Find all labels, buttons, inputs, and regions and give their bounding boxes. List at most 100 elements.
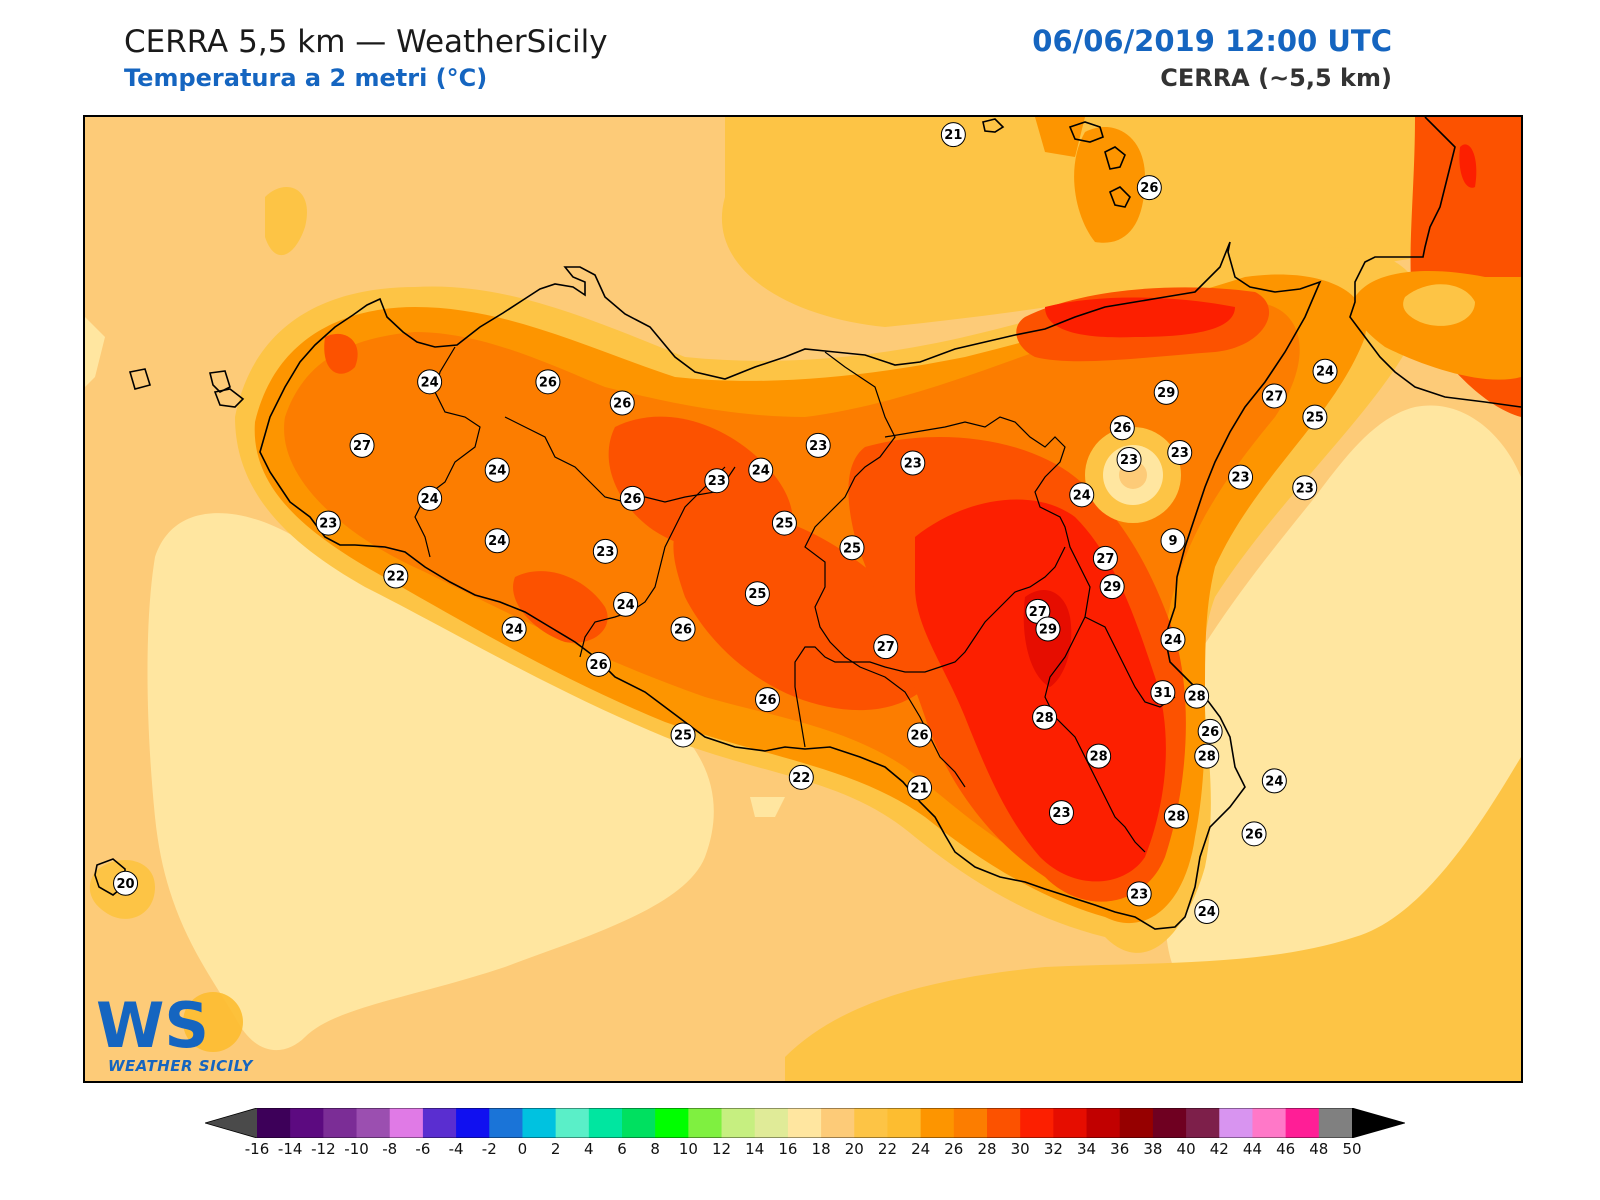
colorbar-segment xyxy=(1020,1108,1054,1138)
colorbar-segment xyxy=(422,1108,457,1138)
land-band-30 xyxy=(1045,297,1235,338)
colorbar-segment xyxy=(555,1108,590,1138)
colorbar-tick-label: -14 xyxy=(277,1140,303,1158)
station-marker: 24 xyxy=(417,369,443,395)
station-circle xyxy=(839,535,865,561)
colorbar-tick-label: 24 xyxy=(911,1140,931,1158)
station-circle xyxy=(417,485,443,511)
colorbar-segment xyxy=(1285,1108,1320,1138)
station-value: 26 xyxy=(539,375,557,390)
station-value: 26 xyxy=(1140,181,1158,196)
station-marker: 27 xyxy=(349,432,375,458)
station-value: 24 xyxy=(752,464,770,479)
station-value: 24 xyxy=(421,375,439,390)
colorbar-segment xyxy=(456,1108,490,1138)
colorbar-tick-label: 18 xyxy=(811,1140,831,1158)
colorbar-tick-label: 22 xyxy=(877,1140,897,1158)
station-marker: 23 xyxy=(1228,464,1254,490)
province-border xyxy=(884,416,1146,853)
station-marker: 25 xyxy=(744,581,770,607)
station-value: 29 xyxy=(1103,580,1121,595)
station-circle xyxy=(744,581,770,607)
ws-logo-icon: WS xyxy=(96,989,243,1062)
station-marker: 23 xyxy=(900,450,926,476)
station-circle xyxy=(417,369,443,395)
province-border xyxy=(794,546,1066,748)
station-marker: 23 xyxy=(704,468,730,494)
colorbar-tick-label: 30 xyxy=(1010,1140,1030,1158)
station-circle xyxy=(670,616,696,642)
station-value: 23 xyxy=(319,517,337,532)
colorbar-tick-label: 32 xyxy=(1043,1140,1063,1158)
weather-sicily-logo: WS xyxy=(96,985,256,1075)
station-circle xyxy=(907,775,933,801)
vulcano-island xyxy=(1108,186,1131,208)
colorbar-segment xyxy=(257,1108,291,1138)
station-circle xyxy=(788,764,814,790)
station-value: 21 xyxy=(944,128,962,143)
station-marker: 26 xyxy=(1197,718,1223,744)
colorbar-tick-label: -12 xyxy=(311,1140,336,1158)
province-borders xyxy=(414,346,1176,853)
station-marker: 28 xyxy=(1086,743,1112,769)
station-value: 23 xyxy=(1130,887,1148,902)
colorbar-tick-label: -10 xyxy=(344,1140,369,1158)
station-circle xyxy=(1160,528,1186,554)
station-circle xyxy=(592,538,618,564)
colorbar-segment xyxy=(987,1108,1021,1138)
station-marker: 24 xyxy=(484,457,510,483)
station-circle xyxy=(1197,718,1223,744)
logo-caption: WEATHER SICILY xyxy=(108,1057,253,1075)
station-circle xyxy=(535,369,561,395)
station-circle xyxy=(1153,379,1179,405)
colorbar-scale xyxy=(203,1107,1407,1139)
station-circle xyxy=(1302,404,1328,430)
station-marker: 23 xyxy=(1116,447,1142,473)
station-marker: 27 xyxy=(873,634,899,660)
station-marker: 23 xyxy=(1167,439,1193,465)
colorbar-segment xyxy=(389,1108,424,1138)
egadi-island xyxy=(128,368,152,390)
land-band-28 xyxy=(673,510,937,711)
colorbar-segment xyxy=(1152,1108,1187,1138)
station-marker: 31 xyxy=(1150,680,1176,706)
station-circle xyxy=(1109,415,1135,441)
colorbar-tick-label: 4 xyxy=(584,1140,594,1158)
land-band-28 xyxy=(513,571,608,643)
station-labels: 21 26 24 26 26 27 24 23 24 24 22 24 26 23 24 23 24 23 25 25… xyxy=(113,122,1338,925)
station-marker: 21 xyxy=(907,775,933,801)
colorbar-tick-label: 28 xyxy=(977,1140,997,1158)
station-circle xyxy=(1184,683,1210,709)
land-band-28 xyxy=(324,333,358,374)
station-value: 28 xyxy=(1090,750,1108,765)
station-circle xyxy=(755,687,781,713)
province-border xyxy=(1084,616,1176,708)
station-marker: 26 xyxy=(1241,821,1267,847)
colorbar-segment xyxy=(622,1108,656,1138)
station-circle xyxy=(1167,439,1193,465)
colorbar-segment xyxy=(655,1108,689,1138)
station-circle xyxy=(1086,743,1112,769)
station-circle xyxy=(619,485,645,511)
station-marker: 28 xyxy=(1032,704,1058,730)
station-circle xyxy=(1194,743,1220,769)
station-value: 25 xyxy=(748,587,766,602)
station-value: 23 xyxy=(904,457,922,472)
station-value: 26 xyxy=(623,492,641,507)
colorbar xyxy=(203,1107,1407,1142)
station-marker: 29 xyxy=(1099,574,1125,600)
station-marker: 29 xyxy=(1035,616,1061,642)
station-circle xyxy=(1116,447,1142,473)
land-band-30 xyxy=(1459,144,1477,188)
station-value: 26 xyxy=(758,693,776,708)
colorbar-extend-high xyxy=(1352,1108,1405,1138)
station-marker: 24 xyxy=(1160,627,1186,653)
station-value: 24 xyxy=(1073,488,1091,503)
station-marker: 24 xyxy=(1312,358,1338,384)
colorbar-segment xyxy=(721,1108,756,1138)
station-circle xyxy=(670,722,696,748)
station-circle xyxy=(613,591,639,617)
station-value: 23 xyxy=(596,545,614,560)
station-marker: 27 xyxy=(1092,545,1118,571)
colorbar-segment xyxy=(821,1108,855,1138)
